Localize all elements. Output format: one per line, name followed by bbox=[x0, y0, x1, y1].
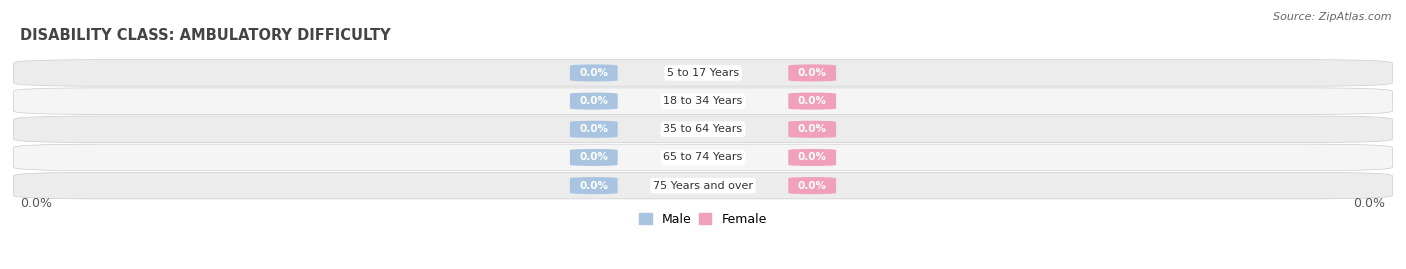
FancyBboxPatch shape bbox=[789, 149, 837, 166]
FancyBboxPatch shape bbox=[789, 93, 837, 110]
Text: 0.0%: 0.0% bbox=[1354, 197, 1385, 210]
Text: 0.0%: 0.0% bbox=[579, 96, 609, 106]
Text: 75 Years and over: 75 Years and over bbox=[652, 180, 754, 191]
Text: 0.0%: 0.0% bbox=[579, 153, 609, 162]
FancyBboxPatch shape bbox=[569, 149, 617, 166]
FancyBboxPatch shape bbox=[14, 60, 1392, 86]
Legend: Male, Female: Male, Female bbox=[634, 207, 772, 231]
Text: 35 to 64 Years: 35 to 64 Years bbox=[664, 124, 742, 134]
FancyBboxPatch shape bbox=[569, 121, 617, 138]
FancyBboxPatch shape bbox=[14, 172, 1392, 199]
FancyBboxPatch shape bbox=[14, 116, 1392, 143]
Text: 65 to 74 Years: 65 to 74 Years bbox=[664, 153, 742, 162]
Text: 0.0%: 0.0% bbox=[797, 68, 827, 78]
FancyBboxPatch shape bbox=[789, 64, 837, 82]
FancyBboxPatch shape bbox=[569, 93, 617, 110]
Text: 0.0%: 0.0% bbox=[797, 96, 827, 106]
Text: 0.0%: 0.0% bbox=[579, 180, 609, 191]
FancyBboxPatch shape bbox=[14, 144, 1392, 171]
Text: 18 to 34 Years: 18 to 34 Years bbox=[664, 96, 742, 106]
Text: Source: ZipAtlas.com: Source: ZipAtlas.com bbox=[1274, 12, 1392, 22]
Text: 0.0%: 0.0% bbox=[797, 180, 827, 191]
FancyBboxPatch shape bbox=[569, 64, 617, 82]
Text: 0.0%: 0.0% bbox=[797, 124, 827, 134]
FancyBboxPatch shape bbox=[789, 121, 837, 138]
Text: 0.0%: 0.0% bbox=[21, 197, 52, 210]
Text: 5 to 17 Years: 5 to 17 Years bbox=[666, 68, 740, 78]
Text: DISABILITY CLASS: AMBULATORY DIFFICULTY: DISABILITY CLASS: AMBULATORY DIFFICULTY bbox=[21, 28, 391, 43]
Text: 0.0%: 0.0% bbox=[579, 124, 609, 134]
FancyBboxPatch shape bbox=[789, 177, 837, 194]
Text: 0.0%: 0.0% bbox=[797, 153, 827, 162]
FancyBboxPatch shape bbox=[569, 177, 617, 194]
Text: 0.0%: 0.0% bbox=[579, 68, 609, 78]
FancyBboxPatch shape bbox=[14, 88, 1392, 114]
